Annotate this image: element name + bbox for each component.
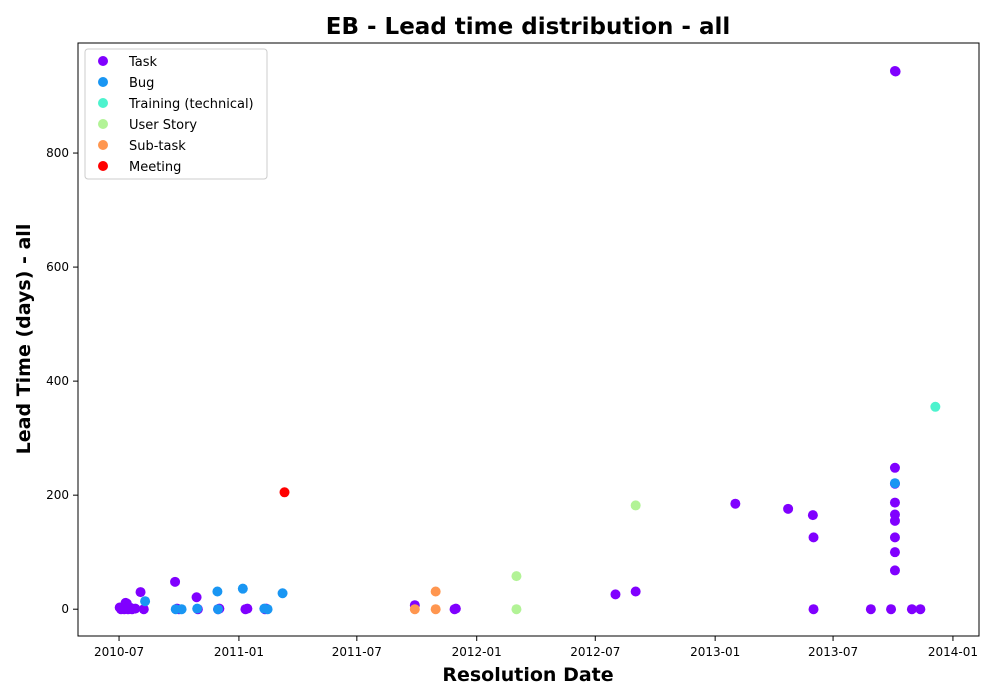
data-point-user-story (630, 500, 641, 511)
data-point-bug (192, 603, 203, 614)
data-point-task (450, 603, 461, 614)
data-point-task (889, 547, 900, 558)
data-point-task (138, 604, 149, 615)
data-point-task (730, 498, 741, 509)
data-point-task (807, 510, 818, 521)
legend-marker-task (98, 56, 108, 66)
data-point-user-story (511, 604, 522, 615)
legend-marker-sub-task (98, 140, 108, 150)
data-point-task (915, 604, 926, 615)
legend-label-meeting: Meeting (129, 160, 181, 175)
legend-label-task: Task (128, 55, 158, 70)
data-point-sub-task (430, 604, 441, 615)
data-point-task (906, 604, 917, 615)
data-point-task (630, 586, 641, 597)
data-point-bug (889, 478, 900, 489)
data-point-task (808, 604, 819, 615)
data-point-bug (140, 596, 151, 607)
data-point-task (889, 515, 900, 526)
data-point-bug (213, 604, 224, 615)
chart-title: EB - Lead time distribution - all (326, 14, 731, 40)
legend-label-bug: Bug (129, 76, 154, 91)
x-tick-label: 2013-07 (808, 645, 858, 659)
x-tick-label: 2013-01 (690, 645, 740, 659)
data-point-task (808, 532, 819, 543)
legend-marker-meeting (98, 161, 108, 171)
data-point-bug (176, 604, 187, 615)
legend-marker-training-technical (98, 98, 108, 108)
y-tick-label: 200 (46, 488, 69, 502)
data-point-task (889, 462, 900, 473)
data-point-bug (237, 583, 248, 594)
legend-marker-bug (98, 77, 108, 87)
y-axis-label: Lead Time (days) - all (13, 224, 35, 455)
y-tick-label: 600 (46, 260, 69, 274)
data-point-training-technical (930, 401, 941, 412)
x-tick-label: 2010-07 (94, 645, 144, 659)
data-point-task (889, 565, 900, 576)
data-point-task (130, 603, 141, 614)
y-tick-label: 0 (61, 602, 69, 616)
data-point-task (783, 503, 794, 514)
data-point-sub-task (430, 586, 441, 597)
legend: Task Bug Training (technical) User Story Sub… (84, 48, 268, 180)
x-tick-label: 2011-07 (332, 645, 382, 659)
data-point-task (170, 576, 181, 587)
data-point-bug (277, 588, 288, 599)
data-point-task (886, 604, 897, 615)
x-tick-label: 2014-01 (928, 645, 978, 659)
legend-box (84, 48, 268, 180)
data-point-task (889, 532, 900, 543)
data-point-task (865, 604, 876, 615)
legend-label-sub-task: Sub-task (129, 139, 186, 154)
data-point-bug (212, 586, 223, 597)
y-tick-label: 800 (46, 146, 69, 160)
x-axis-label: Resolution Date (442, 664, 613, 686)
legend-label-training-technical: Training (technical) (128, 97, 254, 112)
plot-area: 2010-07 2011-01 2011-07 2012-01 2012-07 2013-… (46, 42, 980, 659)
data-point-task (889, 497, 900, 508)
data-point-meeting (279, 487, 290, 498)
data-point-task (610, 589, 621, 600)
data-point-sub-task (409, 604, 420, 615)
y-tick-label: 400 (46, 374, 69, 388)
x-tick-label: 2012-07 (570, 645, 620, 659)
plot-frame (77, 42, 980, 637)
x-tick-label: 2011-01 (214, 645, 264, 659)
data-point-task (890, 66, 901, 77)
legend-marker-user-story (98, 119, 108, 129)
legend-label-user-story: User Story (129, 118, 197, 133)
data-point-bug (262, 604, 273, 615)
data-point-task (242, 603, 253, 614)
data-point-task (135, 587, 146, 598)
x-tick-label: 2012-01 (452, 645, 502, 659)
data-point-task (191, 592, 202, 603)
data-point-user-story (511, 571, 522, 582)
